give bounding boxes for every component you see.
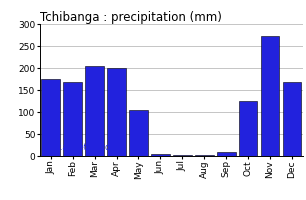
Bar	[41, 79, 60, 156]
Bar	[195, 155, 214, 156]
Bar	[217, 152, 236, 156]
Bar	[63, 82, 82, 156]
Bar	[239, 101, 257, 156]
Bar	[283, 82, 301, 156]
Bar	[173, 155, 192, 156]
Bar	[151, 154, 170, 156]
Bar	[85, 66, 104, 156]
Bar	[129, 110, 148, 156]
Bar	[107, 68, 126, 156]
Text: www.allmetsat.com: www.allmetsat.com	[43, 143, 118, 152]
Text: Tchibanga : precipitation (mm): Tchibanga : precipitation (mm)	[40, 11, 222, 24]
Bar	[261, 36, 279, 156]
